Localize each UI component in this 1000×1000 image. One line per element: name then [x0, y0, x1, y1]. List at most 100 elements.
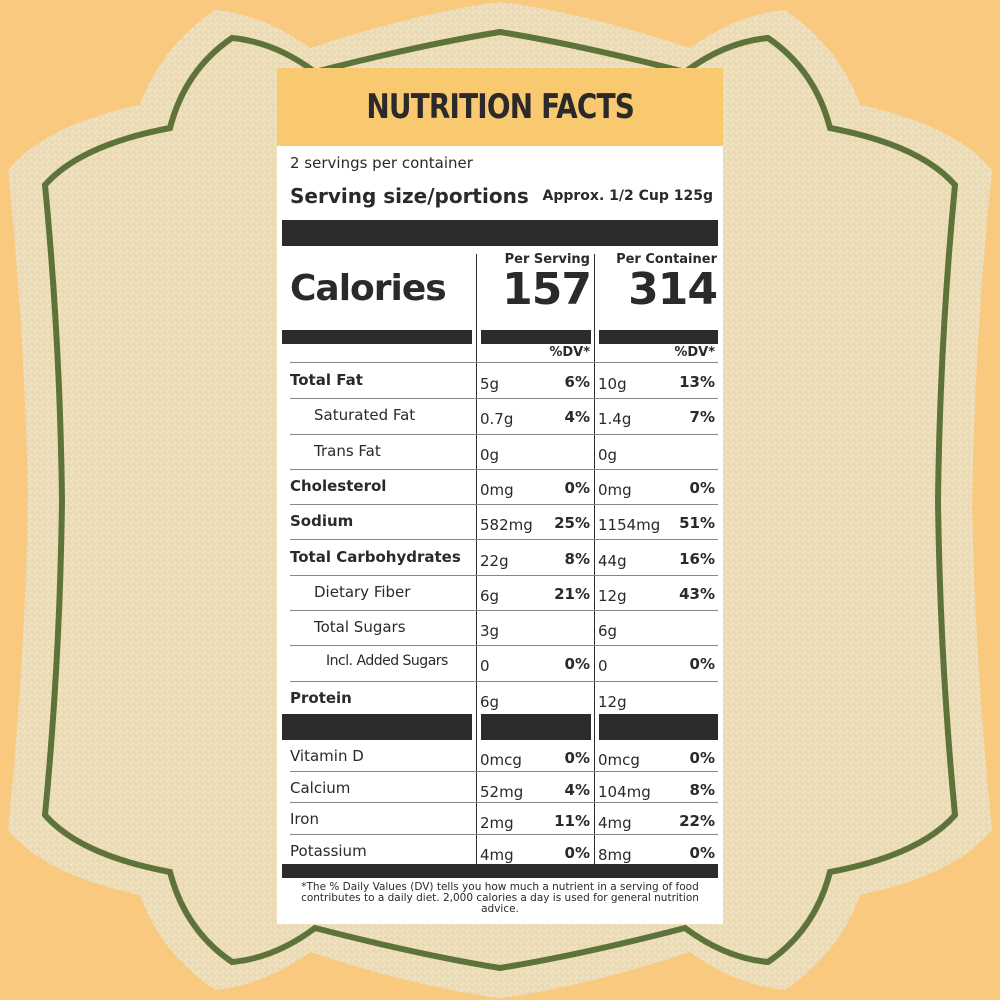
- nutrient-name: Total Fat: [290, 371, 363, 389]
- serving-amount: 2mg: [480, 814, 514, 832]
- serving-amount: 0mg: [480, 480, 514, 499]
- nutrient-row: Total Carbohydrates 22g 8% 44g 16%: [277, 541, 723, 576]
- container-amount: 0mg: [598, 480, 632, 499]
- row-separator: [290, 770, 718, 772]
- vitamin-row: Potassium 4mg 0% 8mg 0%: [277, 835, 723, 866]
- container-amount: 10g: [598, 375, 627, 393]
- serving-percent-dv: 0%: [564, 749, 590, 767]
- nutrient-row: Protein 6g 12g: [277, 682, 723, 717]
- serving-amount: 22g: [480, 551, 509, 570]
- container-percent-dv: 0%: [689, 478, 715, 497]
- serving-percent-dv: 25%: [554, 514, 590, 533]
- serving-percent-dv: 0%: [564, 478, 590, 497]
- nutrient-row: Total Fat 5g 6% 10g 13%: [277, 364, 723, 400]
- nutrient-row: Trans Fat 0g 0g: [277, 435, 723, 470]
- calories-divider-name: [282, 330, 472, 344]
- vitamin-divider-serving: [481, 714, 591, 740]
- nutrition-facts-label: NUTRITION FACTS 2 servings per container…: [277, 68, 723, 924]
- serving-amount: 0g: [480, 445, 500, 464]
- container-amount: 0mcg: [598, 751, 640, 769]
- container-amount: 4mg: [598, 814, 632, 832]
- container-percent-dv: 0%: [689, 843, 715, 862]
- nutrient-name: Iron: [290, 810, 319, 828]
- per-serving-heading: Per Serving: [504, 252, 590, 267]
- container-percent-dv: 51%: [679, 514, 715, 533]
- nutrient-row: Cholesterol 0mg 0% 0mg 0%: [277, 470, 723, 506]
- container-percent-dv: 0%: [689, 655, 715, 674]
- serving-amount: 0.7g: [480, 410, 514, 429]
- serving-amount: 4mg: [480, 845, 514, 864]
- servings-per-container: 2 servings per container: [290, 154, 473, 172]
- dv-underline: [290, 362, 718, 363]
- container-amount: 8mg: [598, 845, 632, 864]
- calories-per-container: 314: [628, 264, 718, 315]
- nutrient-name: Dietary Fiber: [314, 582, 411, 601]
- serving-amount: 6g: [480, 692, 500, 711]
- daily-value-footnote: *The % Daily Values (DV) tells you how m…: [301, 881, 699, 915]
- container-amount: 6g: [598, 622, 618, 641]
- row-separator: [290, 680, 718, 682]
- container-amount: 0: [598, 657, 608, 676]
- label-header: NUTRITION FACTS: [277, 68, 723, 146]
- nutrient-row: Saturated Fat 0.7g 4% 1.4g 7%: [277, 399, 723, 435]
- container-percent-dv: 16%: [679, 549, 715, 568]
- serving-percent-dv: 4%: [564, 408, 590, 427]
- nutrient-row: Total Sugars 3g 6g: [277, 611, 723, 647]
- calories-label: Calories: [290, 268, 447, 309]
- container-amount: 0g: [598, 445, 618, 464]
- serving-percent-dv: 6%: [564, 373, 590, 391]
- container-percent-dv: 0%: [689, 749, 715, 767]
- container-percent-dv: 43%: [679, 584, 715, 603]
- label-title: NUTRITION FACTS: [366, 87, 634, 127]
- serving-percent-dv: 21%: [554, 584, 590, 603]
- row-separator: [290, 433, 718, 435]
- nutrient-row: Sodium 582mg 25% 1154mg 51%: [277, 505, 723, 541]
- row-separator: [290, 610, 718, 612]
- nutrient-row: Incl. Added Sugars 0 0% 0 0%: [277, 646, 723, 682]
- row-separator: [290, 468, 718, 470]
- serving-percent-dv: 8%: [564, 549, 590, 568]
- serving-percent-dv: 11%: [554, 812, 590, 830]
- container-amount: 12g: [598, 586, 627, 605]
- nutrient-name: Sodium: [290, 512, 354, 531]
- nutrient-name: Saturated Fat: [314, 406, 416, 425]
- serving-amount: 6g: [480, 586, 500, 605]
- vitamin-divider-name: [282, 714, 472, 740]
- container-amount: 44g: [598, 551, 627, 570]
- per-container-heading: Per Container: [616, 252, 717, 267]
- serving-size-label: Serving size/portions: [290, 184, 529, 208]
- row-separator: [290, 574, 718, 576]
- row-separator: [290, 802, 718, 803]
- dv-heading-container: %DV*: [674, 345, 715, 360]
- serving-percent-dv: 0%: [564, 843, 590, 862]
- row-separator: [290, 833, 718, 835]
- container-amount: 1.4g: [598, 410, 632, 429]
- row-separator: [290, 504, 718, 506]
- vitamin-row: Calcium 52mg 4% 104mg 8%: [277, 772, 723, 803]
- row-separator: [290, 398, 718, 400]
- serving-amount: 5g: [480, 375, 500, 393]
- serving-amount: 3g: [480, 622, 500, 641]
- vitamin-row: Iron 2mg 11% 4mg 22%: [277, 803, 723, 835]
- nutrient-name: Cholesterol: [290, 476, 387, 495]
- serving-size-value: Approx. 1/2 Cup 125g: [542, 188, 713, 204]
- vitamin-divider-container: [599, 714, 718, 740]
- calories-divider-serving: [481, 330, 591, 344]
- nutrient-name: Total Carbohydrates: [290, 547, 461, 566]
- frame-border: [41, 28, 959, 972]
- calories-per-serving: 157: [502, 264, 592, 315]
- nutrient-name: Incl. Added Sugars: [326, 653, 448, 670]
- container-amount: 1154mg: [598, 516, 661, 535]
- nutrient-name: Potassium: [290, 841, 367, 860]
- column-divider-left: [476, 254, 477, 866]
- serving-amount: 0: [480, 657, 490, 676]
- thick-divider-bottom: [282, 864, 718, 878]
- serving-amount: 52mg: [480, 782, 524, 801]
- dv-heading-serving: %DV*: [549, 345, 590, 360]
- column-divider-right: [594, 254, 595, 866]
- serving-percent-dv: 0%: [564, 655, 590, 674]
- serving-amount: 0mcg: [480, 751, 522, 769]
- nutrient-name: Vitamin D: [290, 747, 364, 765]
- row-separator: [290, 645, 718, 647]
- serving-percent-dv: 4%: [564, 780, 590, 799]
